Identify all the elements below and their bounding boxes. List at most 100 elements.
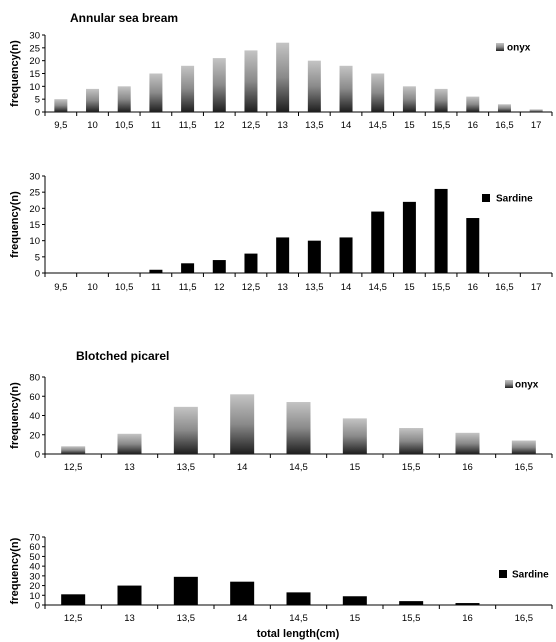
x-tick-label: 13 (124, 462, 135, 473)
x-tick-label: 15,5 (402, 613, 421, 624)
x-tick-label: 9,5 (54, 120, 67, 131)
bar (342, 596, 367, 605)
x-tick-label: 12,5 (242, 282, 261, 293)
bar (402, 86, 416, 112)
bar (339, 237, 353, 273)
y-tick-label: 10 (29, 591, 40, 602)
x-tick-label: 16,5 (515, 613, 534, 624)
y-axis-label: frequency(n) (9, 537, 21, 604)
bar (307, 240, 321, 273)
y-tick-label: 30 (29, 31, 40, 42)
legend: onyx (505, 380, 539, 391)
x-tick-label: 15 (350, 462, 361, 473)
x-tick-label: 14 (237, 613, 248, 624)
y-tick-label: 0 (35, 450, 40, 461)
bar (244, 253, 258, 273)
x-tick-label: 14,5 (368, 282, 387, 293)
x-tick-label: 13,5 (177, 613, 196, 624)
chart-title: Blotched picarel (76, 349, 169, 363)
x-tick-label: 10 (87, 120, 98, 131)
bar (371, 73, 385, 112)
legend: onyx (496, 43, 531, 54)
bar (399, 428, 424, 454)
bar (230, 394, 255, 454)
x-tick-label: 13 (124, 613, 135, 624)
y-tick-label: 15 (29, 220, 40, 231)
bar (497, 104, 511, 112)
x-tick-label: 15 (404, 282, 415, 293)
bar (212, 58, 226, 112)
legend-swatch (482, 194, 490, 202)
x-tick-label: 14,5 (289, 462, 308, 473)
x-tick-label: 16 (462, 613, 473, 624)
bar (342, 418, 367, 454)
y-tick-label: 0 (35, 601, 40, 612)
x-tick-label: 11 (151, 120, 161, 131)
x-tick-label: 14,5 (368, 120, 387, 131)
bar (455, 603, 480, 605)
bar (173, 576, 198, 605)
bar (173, 406, 198, 454)
y-tick-label: 5 (35, 95, 40, 106)
y-tick-label: 40 (29, 411, 40, 422)
x-tick-label: 10,5 (115, 120, 134, 131)
bar (149, 269, 163, 273)
legend-swatch (496, 43, 504, 51)
x-tick-label: 10 (87, 282, 98, 293)
y-tick-label: 60 (29, 392, 40, 403)
x-tick-label: 11,5 (179, 120, 197, 131)
x-tick-label: 15,5 (432, 282, 451, 293)
bar (212, 260, 226, 273)
y-tick-label: 20 (29, 56, 40, 67)
bar (455, 432, 480, 454)
bar (276, 42, 290, 113)
x-tick-label: 15 (350, 613, 361, 624)
x-tick-label: 12,5 (64, 462, 83, 473)
y-tick-label: 10 (29, 236, 40, 247)
y-tick-label: 50 (29, 552, 40, 563)
x-tick-label: 17 (531, 282, 542, 293)
bar (434, 88, 448, 112)
legend: Sardine (482, 194, 533, 205)
bar (54, 99, 68, 112)
x-tick-label: 16 (462, 462, 473, 473)
y-tick-label: 30 (29, 172, 40, 183)
bar (230, 581, 255, 605)
y-axis-label: frequency(n) (9, 382, 21, 449)
bar (61, 446, 86, 454)
y-tick-label: 60 (29, 542, 40, 553)
x-tick-label: 16 (467, 120, 478, 131)
bar (402, 201, 416, 273)
bar (117, 585, 142, 605)
bar (149, 73, 163, 112)
bar (434, 188, 448, 273)
y-tick-label: 25 (29, 188, 40, 199)
bar (529, 109, 543, 112)
x-tick-label: 12,5 (64, 613, 83, 624)
y-tick-label: 15 (29, 69, 40, 80)
y-tick-label: 70 (29, 533, 40, 544)
bar (466, 96, 480, 112)
bar (86, 88, 100, 112)
x-tick-label: 13,5 (305, 120, 324, 131)
bar (339, 65, 353, 112)
y-tick-label: 0 (35, 269, 40, 280)
y-axis-label: frequency(n) (9, 40, 21, 107)
x-tick-label: 16,5 (495, 282, 514, 293)
legend-swatch (499, 570, 507, 578)
bar (117, 433, 142, 454)
x-tick-label: 17 (531, 120, 542, 131)
bar (61, 594, 86, 605)
y-tick-label: 20 (29, 430, 40, 441)
bar (371, 211, 385, 273)
legend-label: onyx (515, 380, 539, 391)
y-tick-label: 20 (29, 204, 40, 215)
y-tick-label: 10 (29, 82, 40, 93)
x-tick-label: 14 (341, 282, 352, 293)
legend-label: Sardine (512, 570, 549, 581)
bar (399, 601, 424, 605)
x-tick-label: 12 (214, 282, 225, 293)
x-tick-label: 14 (341, 120, 352, 131)
bar (244, 50, 258, 112)
